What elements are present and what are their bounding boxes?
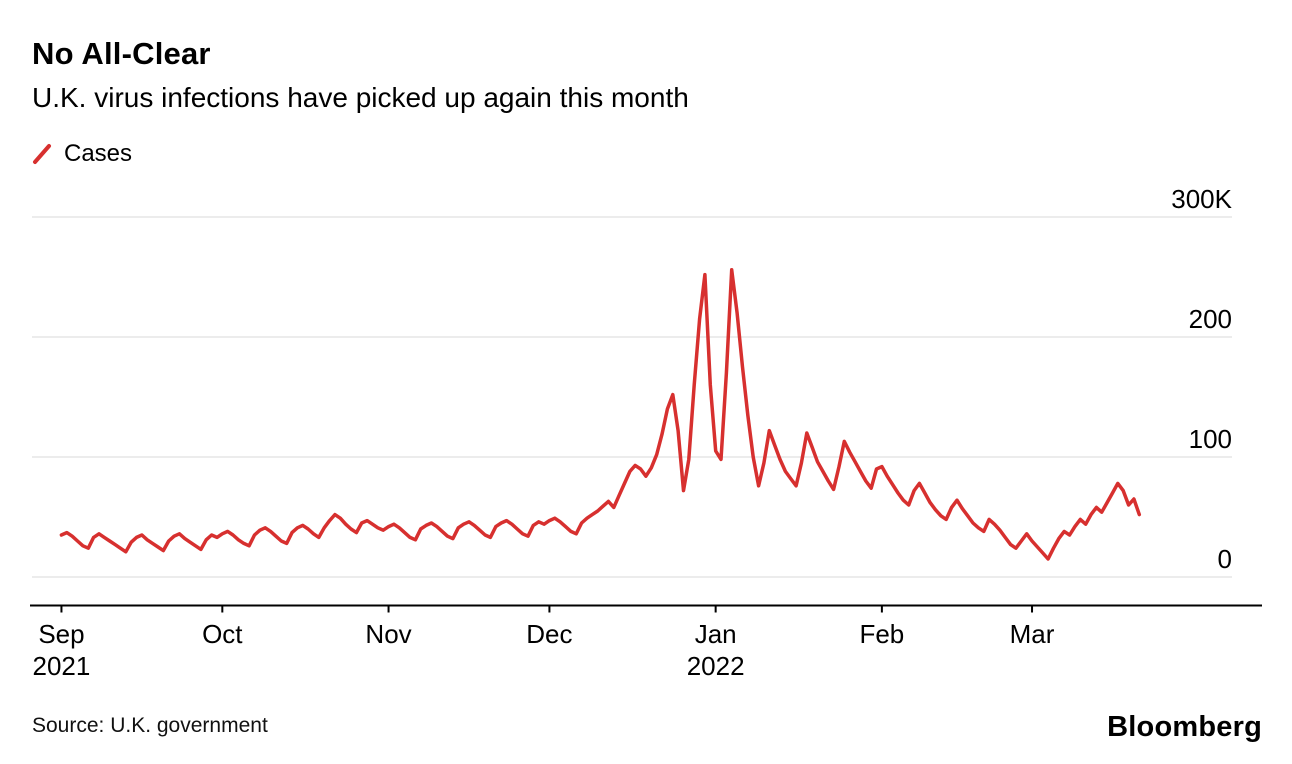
svg-text:Jan: Jan [695, 619, 737, 649]
svg-text:Sep: Sep [38, 619, 84, 649]
svg-text:100: 100 [1189, 424, 1232, 454]
svg-text:300K: 300K [1171, 184, 1232, 214]
source-note: Source: U.K. government [32, 714, 268, 737]
chart-title: No All-Clear [32, 36, 211, 71]
legend-label: Cases [64, 140, 133, 167]
svg-text:Oct: Oct [202, 619, 243, 649]
svg-text:Dec: Dec [526, 619, 572, 649]
svg-text:2022: 2022 [687, 651, 745, 681]
chart-subtitle: U.K. virus infections have picked up aga… [32, 82, 689, 113]
legend: Cases [32, 140, 132, 168]
svg-text:2021: 2021 [33, 651, 91, 681]
svg-text:Nov: Nov [365, 619, 411, 649]
legend-line-icon [32, 143, 54, 165]
svg-text:0: 0 [1218, 544, 1232, 574]
svg-text:Mar: Mar [1010, 619, 1055, 649]
chart-area: 0 100 200 300K Sep 2021 Oct Nov Dec Jan 2022 Feb Mar [0, 175, 1292, 685]
svg-text:200: 200 [1189, 304, 1232, 334]
bloomberg-logo: Bloomberg [1107, 711, 1262, 743]
svg-text:Feb: Feb [859, 619, 904, 649]
